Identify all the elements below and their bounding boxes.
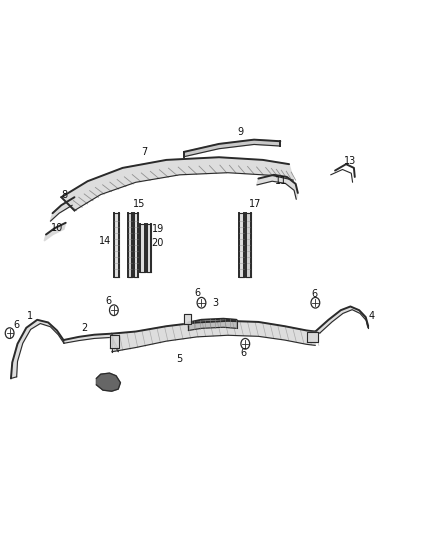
Polygon shape [134,213,138,277]
Text: 1: 1 [27,311,33,320]
Polygon shape [307,332,318,342]
Polygon shape [239,213,244,277]
Text: 7: 7 [141,147,148,157]
Polygon shape [64,334,112,343]
Text: 14: 14 [99,236,111,246]
Text: 5: 5 [177,354,183,364]
Text: 8: 8 [62,190,68,199]
Text: 17: 17 [249,199,261,208]
Polygon shape [315,306,368,333]
Text: 3: 3 [212,298,219,308]
Polygon shape [96,373,120,391]
Text: 6: 6 [106,296,112,306]
Polygon shape [184,314,191,324]
Text: 2: 2 [81,323,87,333]
Text: 6: 6 [194,288,200,298]
Polygon shape [61,157,293,211]
Text: 15: 15 [133,199,145,208]
Polygon shape [246,213,251,277]
Polygon shape [140,224,145,272]
Text: 10: 10 [51,223,63,233]
Text: 9: 9 [237,127,243,137]
Polygon shape [110,335,119,348]
Text: 13: 13 [344,156,357,166]
Text: 19: 19 [152,224,164,234]
Polygon shape [44,223,66,241]
Polygon shape [184,140,280,157]
Polygon shape [257,175,298,199]
Polygon shape [128,213,132,277]
Polygon shape [11,320,64,378]
Text: 6: 6 [240,348,246,358]
Polygon shape [50,197,74,221]
Text: 20: 20 [152,238,164,247]
Text: 6: 6 [14,320,20,330]
Polygon shape [112,321,315,352]
Text: 6: 6 [311,289,318,299]
Polygon shape [147,224,151,272]
Polygon shape [188,319,237,330]
Text: 11: 11 [275,176,287,186]
Text: 4: 4 [368,311,374,320]
Polygon shape [114,213,119,277]
